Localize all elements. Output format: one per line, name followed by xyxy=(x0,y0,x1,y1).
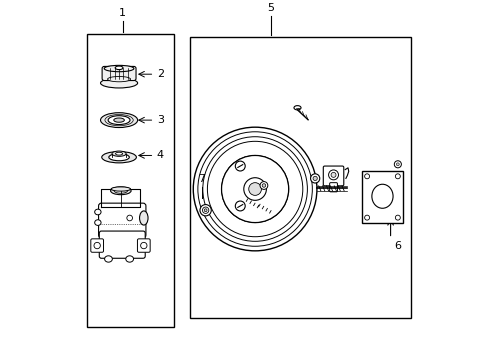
Circle shape xyxy=(235,201,244,211)
Text: 5: 5 xyxy=(267,3,274,13)
Ellipse shape xyxy=(115,66,122,69)
Ellipse shape xyxy=(104,66,134,72)
Ellipse shape xyxy=(111,187,130,191)
Text: 1: 1 xyxy=(119,8,126,18)
Text: 3: 3 xyxy=(157,115,163,125)
Ellipse shape xyxy=(371,184,392,208)
Circle shape xyxy=(395,174,400,179)
Ellipse shape xyxy=(95,220,101,225)
Ellipse shape xyxy=(114,188,127,193)
Circle shape xyxy=(244,178,266,200)
Ellipse shape xyxy=(115,152,122,155)
FancyBboxPatch shape xyxy=(99,203,145,238)
Ellipse shape xyxy=(109,154,129,161)
Ellipse shape xyxy=(108,116,130,125)
Ellipse shape xyxy=(204,209,206,212)
Ellipse shape xyxy=(101,78,137,88)
Circle shape xyxy=(312,176,317,180)
Bar xyxy=(189,37,410,318)
Text: 4: 4 xyxy=(157,150,163,161)
Circle shape xyxy=(94,242,100,249)
FancyBboxPatch shape xyxy=(137,239,150,252)
Text: 7: 7 xyxy=(198,174,205,184)
FancyBboxPatch shape xyxy=(323,166,343,186)
Ellipse shape xyxy=(293,105,301,110)
Circle shape xyxy=(393,161,401,168)
Circle shape xyxy=(248,183,261,195)
Circle shape xyxy=(396,163,398,166)
Circle shape xyxy=(310,174,319,183)
Circle shape xyxy=(221,156,288,222)
Circle shape xyxy=(235,161,244,171)
Ellipse shape xyxy=(260,181,267,189)
Ellipse shape xyxy=(101,113,137,127)
Ellipse shape xyxy=(102,152,136,163)
Circle shape xyxy=(141,242,147,249)
Circle shape xyxy=(364,215,369,220)
Ellipse shape xyxy=(328,170,338,180)
Ellipse shape xyxy=(125,256,133,262)
Circle shape xyxy=(364,174,369,179)
Ellipse shape xyxy=(262,184,265,187)
Ellipse shape xyxy=(114,118,124,122)
Circle shape xyxy=(203,137,307,241)
Ellipse shape xyxy=(104,256,112,262)
Circle shape xyxy=(207,141,302,237)
Bar xyxy=(362,171,402,222)
Text: 2: 2 xyxy=(157,69,163,79)
FancyBboxPatch shape xyxy=(102,66,136,81)
Ellipse shape xyxy=(200,204,211,216)
Ellipse shape xyxy=(112,151,126,156)
Bar xyxy=(87,33,173,327)
Ellipse shape xyxy=(107,76,130,82)
FancyBboxPatch shape xyxy=(329,183,337,192)
Ellipse shape xyxy=(126,215,132,221)
FancyBboxPatch shape xyxy=(91,239,103,252)
Circle shape xyxy=(395,215,400,220)
Text: 6: 6 xyxy=(393,241,400,251)
FancyBboxPatch shape xyxy=(99,231,145,258)
Ellipse shape xyxy=(110,187,131,195)
Circle shape xyxy=(193,127,316,251)
Ellipse shape xyxy=(202,207,208,213)
Circle shape xyxy=(198,132,312,246)
Ellipse shape xyxy=(330,172,335,177)
Circle shape xyxy=(221,156,288,222)
Ellipse shape xyxy=(95,209,101,215)
Ellipse shape xyxy=(139,211,148,225)
